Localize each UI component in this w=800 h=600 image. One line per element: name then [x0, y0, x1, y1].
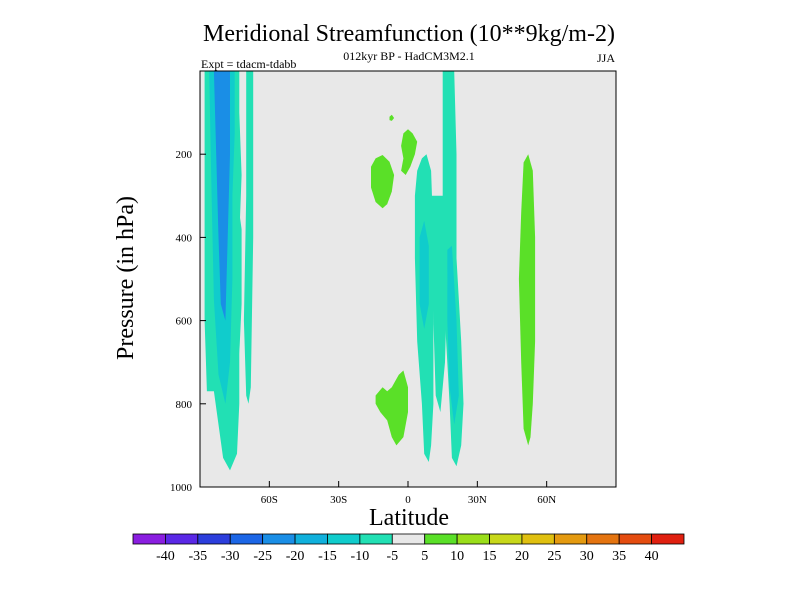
contour-regions — [204, 71, 536, 471]
colorbar-swatch — [132, 533, 166, 545]
contour-region-nh-pos-band — [518, 154, 536, 446]
colorbar-swatch — [553, 533, 588, 545]
colorbar-swatch — [456, 533, 490, 545]
y-tick-label: 1000 — [170, 482, 193, 494]
colorbar-label: 15 — [483, 549, 497, 564]
contour-region-pos-small-dot — [389, 114, 395, 121]
colorbar-label: -5 — [386, 549, 398, 564]
contour-region-eq-neg-1-inner — [419, 220, 429, 329]
y-axis-label: Pressure (in hPa) — [113, 196, 139, 360]
colorbar-label: -10 — [351, 549, 370, 564]
colorbar-swatch — [586, 533, 620, 545]
x-tick-label: 30N — [468, 494, 487, 506]
colorbar-label: -25 — [253, 549, 272, 564]
colorbar-label: -20 — [286, 549, 305, 564]
colorbar-swatch — [391, 533, 426, 545]
chart-subtitle: 012kyr BP - HadCM3M2.1 — [343, 49, 475, 63]
season-label: JJA — [597, 51, 615, 65]
experiment-label: Expt = tdacm-tdabb — [201, 57, 296, 71]
colorbar-label: 25 — [547, 549, 561, 564]
colorbar-swatch — [359, 533, 393, 545]
colorbar-label: -40 — [156, 549, 175, 564]
x-tick-label: 60S — [261, 494, 278, 506]
y-tick-label: 400 — [176, 232, 193, 244]
colorbar-swatch — [229, 533, 264, 545]
colorbar-swatch — [262, 533, 296, 545]
colorbar-swatch — [489, 533, 523, 545]
contour-region-pos-upper-eq — [401, 129, 418, 175]
colorbar-label: 35 — [612, 549, 626, 564]
contour-region-pos-lower-mid — [375, 370, 408, 446]
colorbar-label: 20 — [515, 549, 529, 564]
x-axis-label: Latitude — [369, 505, 449, 531]
colorbar-label: -15 — [318, 549, 337, 564]
colorbar-swatch — [327, 533, 361, 545]
colorbar-swatch — [521, 533, 555, 545]
colorbar-label: 40 — [645, 549, 659, 564]
x-tick-label: 30S — [330, 494, 347, 506]
y-tick-label: 600 — [176, 316, 193, 328]
y-tick-label: 200 — [176, 149, 193, 161]
x-tick-label: 0 — [405, 494, 411, 506]
contour-region-sh-neg-thin-strip — [243, 71, 254, 404]
y-axis-ticks: 200 400 600 800 1000 — [170, 149, 206, 494]
contour-region-sh-neg-edge — [237, 195, 242, 354]
x-axis-ticks: 60S 30S 0 30N 60N — [261, 481, 556, 506]
colorbar: -40 -35 -30 -25 -20 -15 -10 -5 5 10 15 20 25 30 35 40 — [132, 533, 685, 564]
colorbar-swatch — [651, 533, 685, 545]
contour-region-pos-upper-mid — [371, 155, 395, 209]
chart-title: Meridional Streamfunction (10**9kg/m-2) — [203, 21, 615, 47]
colorbar-swatch — [424, 533, 458, 545]
x-tick-label: 60N — [537, 494, 556, 506]
colorbar-label: 5 — [421, 549, 428, 564]
colorbar-swatch — [197, 533, 231, 545]
contour-region-eq-neg-3 — [431, 195, 448, 413]
colorbar-label: 10 — [450, 549, 464, 564]
contour-region-eq-neg-2-inner — [447, 245, 459, 425]
colorbar-swatch — [618, 533, 652, 545]
plot-area: 60S 30S 0 30N 60N 200 400 600 800 1000 — [170, 70, 617, 506]
colorbar-label: -35 — [188, 549, 207, 564]
colorbar-label: -30 — [221, 549, 240, 564]
colorbar-label: 30 — [580, 549, 594, 564]
contour-region-sh-neg-core — [213, 71, 230, 321]
y-tick-label: 800 — [176, 399, 193, 411]
colorbar-swatch — [294, 533, 328, 545]
colorbar-swatch — [165, 533, 199, 545]
